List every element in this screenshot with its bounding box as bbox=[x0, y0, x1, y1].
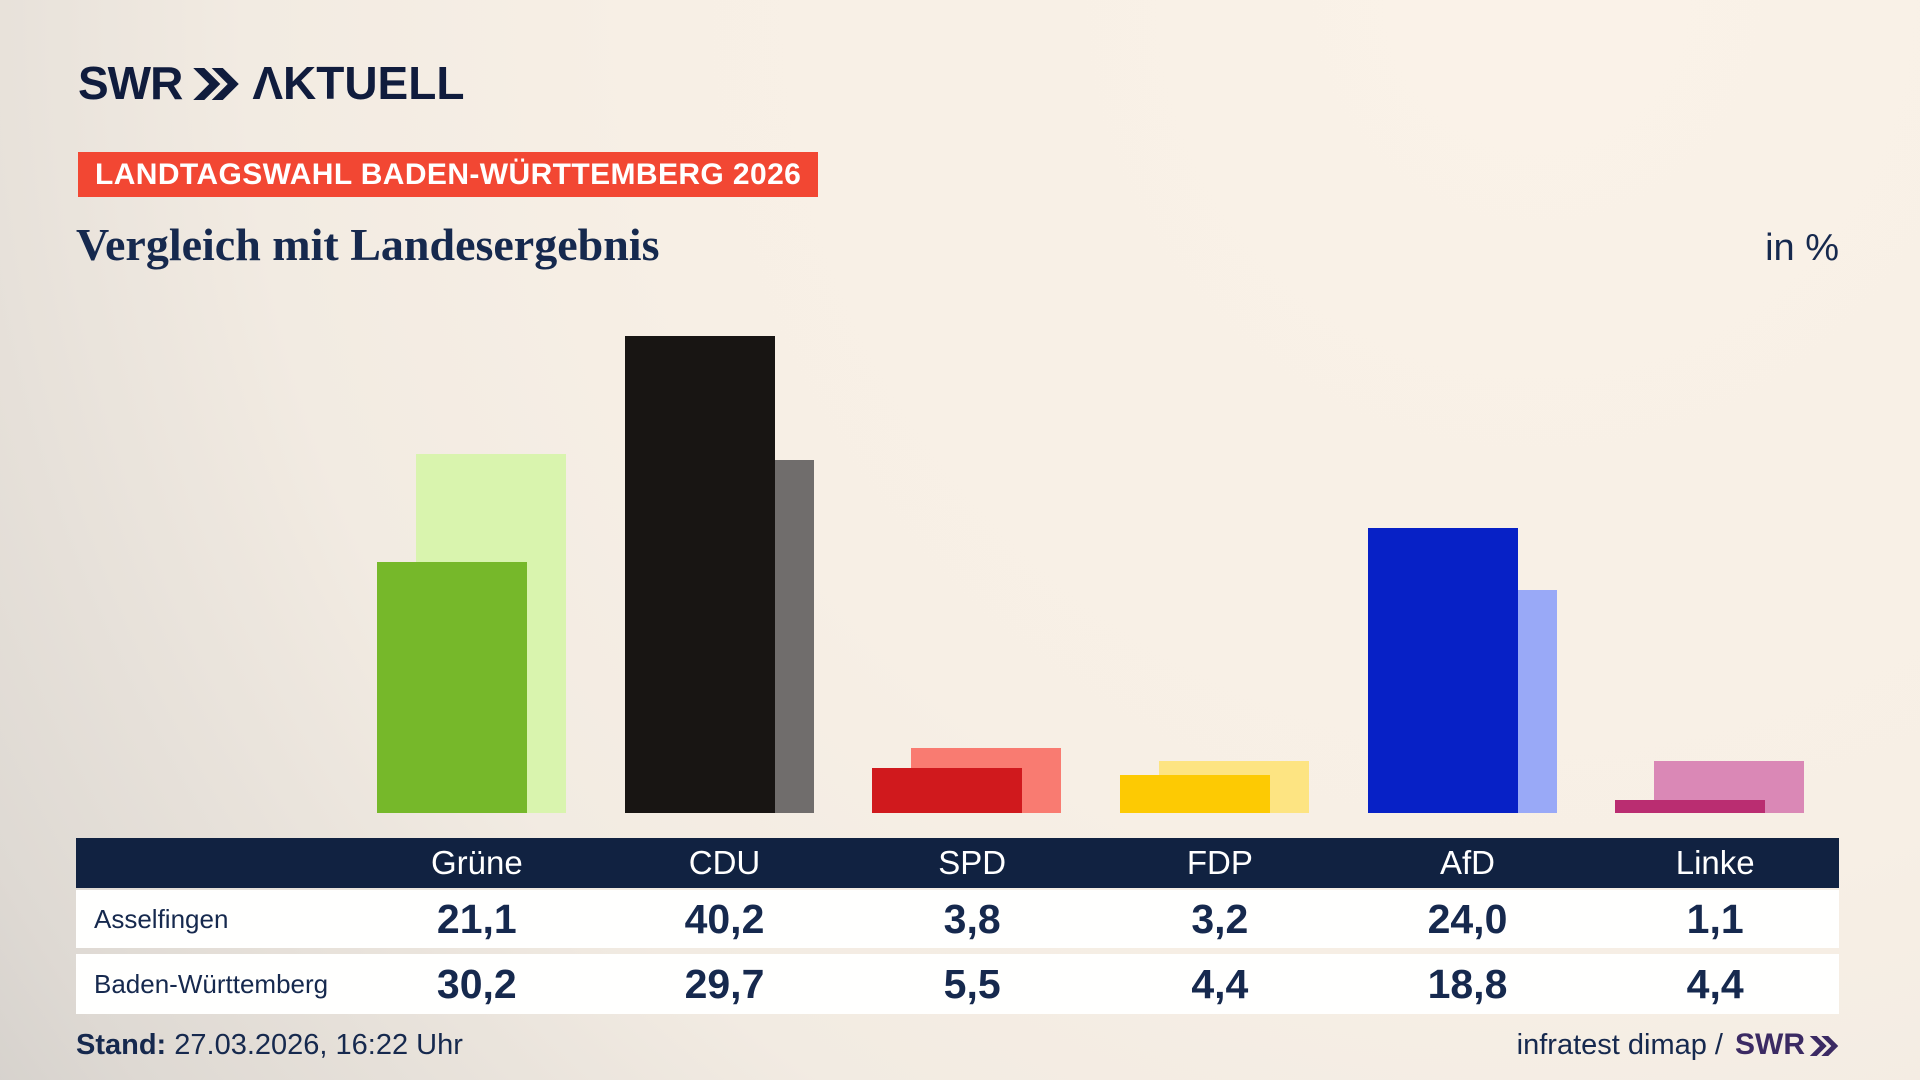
value-baden-wuerttemberg-gruene: 30,2 bbox=[436, 960, 517, 1007]
source-text: infratest dimap / bbox=[1516, 1028, 1723, 1061]
value-baden-wuerttemberg-spd: 5,5 bbox=[943, 960, 1001, 1007]
bar-asselfingen-afd bbox=[1368, 528, 1518, 813]
value-baden-wuerttemberg-cdu: 29,7 bbox=[684, 960, 765, 1007]
unit-label: in % bbox=[1765, 227, 1839, 269]
table-row-asselfingen: Asselfingen 21,1 40,2 3,8 3,2 24,0 1,1 bbox=[76, 890, 1839, 948]
column-header-linke: Linke bbox=[1675, 844, 1755, 881]
value-baden-wuerttemberg-linke: 4,4 bbox=[1686, 960, 1744, 1007]
column-header-spd: SPD bbox=[938, 844, 1007, 881]
title-row: Vergleich mit Landesergebnis in % bbox=[76, 219, 1839, 271]
bar-asselfingen-gruene bbox=[377, 562, 527, 813]
swr-footer-wordmark: SWR bbox=[1735, 1028, 1805, 1061]
stand-value: 27.03.2026, 16:22 Uhr bbox=[174, 1028, 463, 1061]
table-row-baden-wuerttemberg: Baden-Württemberg 30,2 29,7 5,5 4,4 18,8 4,4 bbox=[76, 954, 1839, 1014]
swr-aktuell-logo: SWR ΛKTUELL bbox=[78, 60, 464, 106]
stand-label: Stand: bbox=[76, 1028, 167, 1061]
double-chevron-icon bbox=[1809, 1036, 1839, 1056]
table-header-row: Grüne CDU SPD FDP AfD Linke bbox=[76, 838, 1839, 888]
value-asselfingen-fdp: 3,2 bbox=[1191, 895, 1249, 942]
bar-asselfingen-fdp bbox=[1120, 775, 1270, 813]
value-baden-wuerttemberg-afd: 18,8 bbox=[1427, 960, 1508, 1007]
bar-asselfingen-cdu bbox=[625, 336, 775, 813]
value-asselfingen-linke: 1,1 bbox=[1686, 895, 1744, 942]
row-label-baden-wuerttemberg: Baden-Württemberg bbox=[94, 968, 329, 999]
aktuell-wordmark: ΛKTUELL bbox=[252, 57, 465, 109]
swr-wordmark: SWR bbox=[78, 57, 183, 109]
page-title: Vergleich mit Landesergebnis bbox=[76, 219, 660, 270]
column-header-gruene: Grüne bbox=[430, 844, 523, 881]
value-asselfingen-gruene: 21,1 bbox=[436, 895, 517, 942]
bar-chart bbox=[76, 300, 1839, 813]
swr-footer-logo: SWR bbox=[1735, 1028, 1839, 1062]
stand-timestamp: Stand: 27.03.2026, 16:22 Uhr bbox=[76, 1029, 463, 1062]
value-asselfingen-spd: 3,8 bbox=[943, 895, 1001, 942]
column-header-afd: AfD bbox=[1439, 844, 1495, 881]
double-chevron-icon bbox=[193, 68, 240, 100]
source-credit: infratest dimap / SWR bbox=[1517, 1028, 1839, 1062]
election-badge: LANDTAGSWAHL BADEN-WÜRTTEMBERG 2026 bbox=[78, 152, 819, 197]
bar-asselfingen-spd bbox=[872, 768, 1022, 813]
value-asselfingen-cdu: 40,2 bbox=[684, 895, 765, 942]
column-header-cdu: CDU bbox=[688, 844, 761, 881]
footer: Stand: 27.03.2026, 16:22 Uhr infratest d… bbox=[76, 1028, 1839, 1062]
column-header-fdp: FDP bbox=[1186, 844, 1253, 881]
value-baden-wuerttemberg-fdp: 4,4 bbox=[1191, 960, 1249, 1007]
results-table: Grüne CDU SPD FDP AfD Linke Asselfingen 21,1 40… bbox=[76, 838, 1839, 1014]
value-asselfingen-afd: 24,0 bbox=[1427, 895, 1508, 942]
bar-asselfingen-linke bbox=[1615, 800, 1765, 813]
row-label-asselfingen: Asselfingen bbox=[94, 903, 229, 934]
